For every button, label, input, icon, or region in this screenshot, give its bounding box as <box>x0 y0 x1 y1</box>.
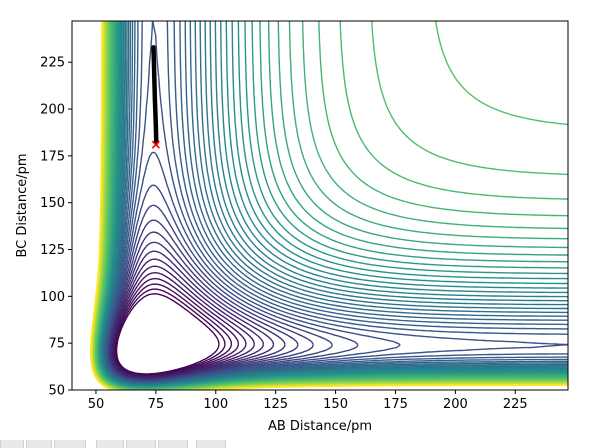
x-tick-label: 200 <box>443 397 468 412</box>
trajectory-line <box>151 44 159 146</box>
toolbar-button[interactable] <box>26 440 52 448</box>
contour-line <box>90 21 568 390</box>
toolbar-button[interactable] <box>0 440 24 448</box>
y-tick-label: 175 <box>40 149 65 164</box>
y-tick-label: 50 <box>48 384 65 399</box>
toolbar-button[interactable] <box>158 440 188 448</box>
contour-lines <box>90 21 568 390</box>
y-axis-label: BC Distance/pm <box>15 153 30 257</box>
toolbar-button[interactable] <box>196 440 226 448</box>
contour-line <box>92 21 568 390</box>
y-axis-ticks: 50 75 100 125 150 175 200 225 <box>40 56 72 399</box>
plot-frame <box>71 20 569 391</box>
x-tick-label: 50 <box>88 397 105 412</box>
contour-line <box>101 21 568 386</box>
y-tick-label: 100 <box>40 290 65 305</box>
contour-line <box>98 21 568 389</box>
x-axis-ticks: 50 75 100 125 150 175 200 225 <box>88 390 528 412</box>
x-tick-label: 175 <box>383 397 408 412</box>
trajectory-layer <box>151 44 160 149</box>
contour-line <box>103 21 568 385</box>
contour-line <box>90 21 568 390</box>
contour-line <box>90 21 568 390</box>
contour-line <box>92 21 568 390</box>
contour-line <box>91 21 568 390</box>
y-tick-label: 75 <box>48 337 65 352</box>
x-tick-label: 150 <box>323 397 348 412</box>
toolbar-button[interactable] <box>126 440 156 448</box>
y-tick-label: 200 <box>40 103 65 118</box>
contour-line <box>101 21 568 386</box>
contour-line <box>91 21 568 390</box>
contour-line <box>104 21 568 384</box>
x-tick-label: 75 <box>148 397 165 412</box>
contour-line <box>91 21 568 390</box>
y-tick-label: 125 <box>40 243 65 258</box>
y-tick-label: 150 <box>40 196 65 211</box>
toolbar-button[interactable] <box>54 440 86 448</box>
toolbar-strip <box>0 440 240 448</box>
x-tick-label: 125 <box>263 397 288 412</box>
x-axis-label: AB Distance/pm <box>268 419 372 434</box>
contour-line <box>90 21 568 390</box>
x-tick-label: 225 <box>503 397 528 412</box>
contour-line <box>92 21 568 390</box>
start-marker <box>151 140 160 149</box>
y-tick-label: 225 <box>40 56 65 71</box>
x-tick-label: 100 <box>203 397 228 412</box>
toolbar-button[interactable] <box>96 440 124 448</box>
